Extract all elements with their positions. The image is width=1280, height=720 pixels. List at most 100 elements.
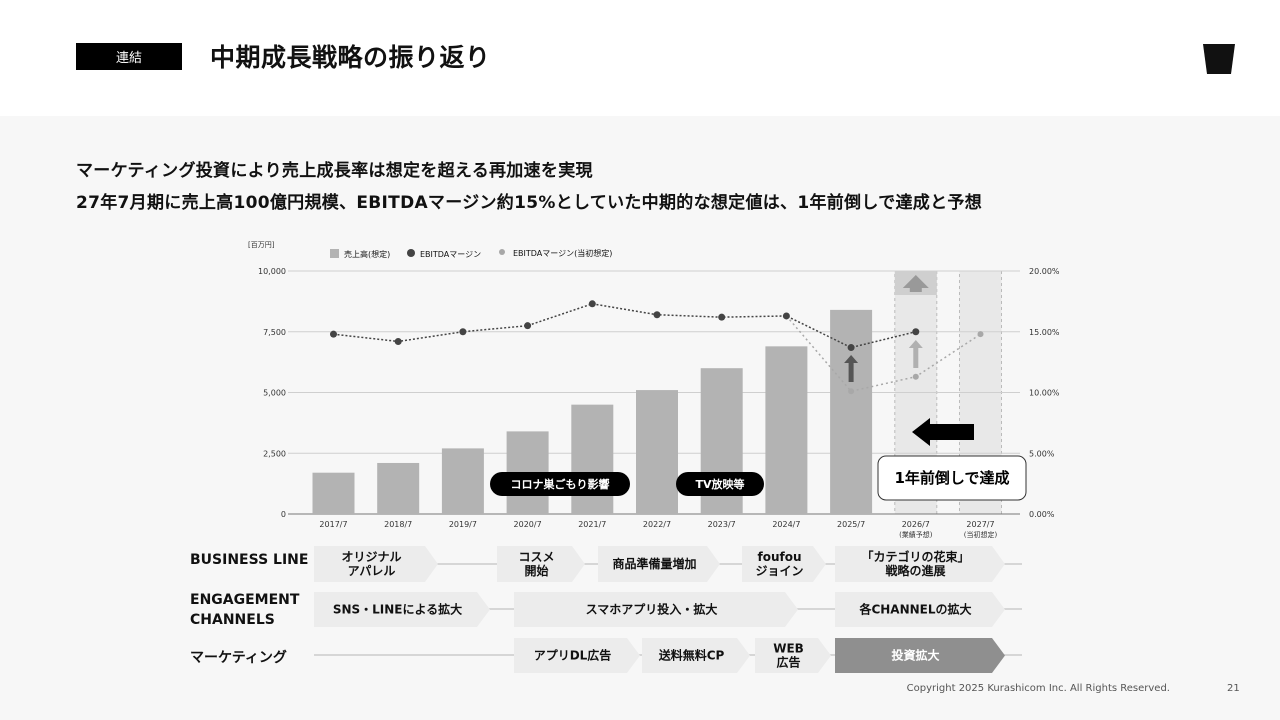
- recovery-arrow-2026-icon-shaft: [913, 347, 919, 368]
- chevron-smartphone-app-shape: [514, 592, 798, 627]
- row-label-engagement-channels: ENGAGEMENT CHANNELS: [190, 592, 300, 628]
- chevron-sns-line-shape: [314, 592, 490, 627]
- ebitda-point-2023/7: [718, 313, 726, 321]
- achieved-box: [877, 455, 1027, 501]
- chevron-investment: 投資拡大: [891, 648, 939, 663]
- page-title: 中期成長戦略の振り返り: [210, 43, 491, 72]
- ebitda-point-2025/7: [847, 344, 855, 352]
- chevron-foufou: foufou: [757, 550, 801, 564]
- x-tick-label: 2021/7: [578, 520, 606, 529]
- x-tick-label: 2026/7: [902, 520, 930, 529]
- legend-swatch-bar: [330, 249, 339, 258]
- left-tick-label: 5,000: [263, 389, 286, 398]
- x-tick-label: 2019/7: [449, 520, 477, 529]
- legend-label-bar: 売上高(想定): [344, 249, 390, 259]
- bar-2017/7: [312, 472, 355, 514]
- x-tick-note: (業績予想): [899, 530, 933, 539]
- ebitda-point-2019/7: [459, 328, 467, 336]
- right-tick-label: 5.00%: [1029, 449, 1055, 458]
- plan-margin-line: [785, 315, 981, 393]
- bar-2019/7: [441, 448, 484, 514]
- chevron-app-dl-ad-shape: [514, 638, 640, 673]
- x-tick-note: (当初想定): [964, 530, 998, 539]
- page-number: 21: [1227, 683, 1240, 694]
- legend-label-line: EBITDAマージン: [420, 250, 481, 259]
- chevron-category-bouquet: 戦略の進展: [885, 563, 945, 578]
- x-tick-label: 2017/7: [319, 520, 347, 529]
- right-tick-label: 20.00%: [1029, 267, 1060, 276]
- recovery-arrow-2026-icon-head: [908, 340, 923, 348]
- x-tick-label: 2024/7: [772, 520, 800, 529]
- covid-annotation-bg: [490, 472, 630, 496]
- ebitda-point-2021/7: [588, 300, 596, 308]
- legend-swatch-plan: [499, 249, 505, 255]
- x-tick-label: 2025/7: [837, 520, 865, 529]
- forecast-up-arrow-icon: [902, 275, 929, 292]
- row-label-business-line: BUSINESS LINE: [190, 552, 309, 568]
- chevron-app-dl-ad: アプリDL広告: [534, 648, 612, 663]
- chevron-cosme: コスメ: [518, 550, 554, 564]
- recovery-arrow-2025-icon-head: [844, 355, 859, 363]
- consolidated-badge: 連結: [76, 43, 182, 70]
- legend-swatch-line: [407, 249, 415, 257]
- chevron-web-ad: 広告: [776, 655, 800, 670]
- plan-point-2026/7: [912, 373, 919, 380]
- ebitda-point-2026/7: [912, 328, 920, 336]
- ebitda-point-2018/7: [394, 337, 402, 345]
- ebitda-margin-line: [333, 303, 916, 349]
- right-tick-label: 15.00%: [1029, 328, 1060, 337]
- chevron-foufou-shape: [742, 546, 826, 582]
- left-tick-label: 7,500: [263, 328, 286, 337]
- tv-annotation: TV放映等: [695, 477, 744, 491]
- header: 連結 中期成長戦略の振り返り: [0, 0, 1280, 116]
- revenue-ebitda-chart: 0 2,500 5,000 7,500 10,000 0.00% 5.00% 10.00% 15…: [248, 241, 1060, 673]
- bar-2025/7: [830, 309, 873, 514]
- bar-2024/7: [765, 346, 808, 514]
- chevron-foufou: ジョイン: [755, 564, 803, 578]
- recovery-arrow-2025-icon-shaft: [848, 362, 854, 382]
- bar-2022/7: [636, 390, 678, 514]
- chevron-cosme-shape: [497, 546, 585, 582]
- left-tick-label: 0: [281, 510, 286, 519]
- chevron-smartphone-app: スマホアプリ投入・拡大: [586, 602, 718, 617]
- x-tick-label: 2023/7: [708, 520, 736, 529]
- row-label-marketing: マーケティング: [190, 650, 287, 666]
- subtitle-line-2: 27年7月期に売上高100億円規模、EBITDAマージン約15%としていた中期的…: [76, 193, 982, 213]
- chevron-investment-shape: [835, 638, 1005, 673]
- x-tick-label: 2018/7: [384, 520, 412, 529]
- chevron-sns-line: SNS・LINEによる拡大: [333, 602, 462, 617]
- chevron-each-channel-shape: [835, 592, 1005, 627]
- bar-2018/7: [377, 462, 420, 514]
- chevron-original-apparel: アパレル: [348, 564, 396, 578]
- ebitda-point-2017/7: [330, 330, 337, 338]
- tv-annotation-bg: [676, 472, 764, 496]
- left-tick-label: 2,500: [263, 449, 286, 458]
- copyright-text: Copyright 2025 Kurashicom Inc. All Right…: [906, 683, 1170, 694]
- covid-annotation: コロナ巣ごもり影響: [511, 477, 610, 491]
- chevron-category-bouquet-shape: [835, 546, 1005, 582]
- cup-logo-icon: [1203, 44, 1235, 74]
- ebitda-point-2024/7: [782, 312, 790, 320]
- plan-point-2027/7: [977, 331, 984, 338]
- chevron-cosme: 開始: [524, 563, 548, 578]
- chevron-original-apparel: オリジナル: [341, 550, 401, 564]
- x-tick-label: 2027/7: [966, 520, 994, 529]
- chevron-web-ad: WEB: [773, 642, 804, 656]
- achieved-text: 1年前倒しで達成: [895, 469, 1010, 487]
- ebitda-point-2020/7: [524, 322, 532, 330]
- chevron-inventory: 商品準備量増加: [612, 556, 696, 571]
- chevron-inventory-shape: [598, 546, 720, 582]
- chevron-each-channel: 各CHANNELの拡大: [858, 602, 971, 617]
- chevron-free-shipping-shape: [642, 638, 750, 673]
- ebitda-point-2022/7: [653, 311, 661, 319]
- x-tick-label: 2022/7: [643, 520, 671, 529]
- subtitle-line-1: マーケティング投資により売上成長率は想定を超える再加速を実現: [76, 161, 593, 181]
- unit-label: [百万円]: [248, 241, 275, 249]
- ahead-of-schedule-arrow-icon: [912, 418, 974, 446]
- bar-2021/7: [571, 404, 614, 514]
- chevron-free-shipping: 送料無料CP: [658, 648, 725, 663]
- chevron-original-apparel-shape: [314, 546, 438, 582]
- right-tick-label: 10.00%: [1029, 389, 1060, 398]
- chevron-category-bouquet: 「カテゴリの花束」: [861, 549, 969, 564]
- plan-point-2025/7: [848, 388, 855, 395]
